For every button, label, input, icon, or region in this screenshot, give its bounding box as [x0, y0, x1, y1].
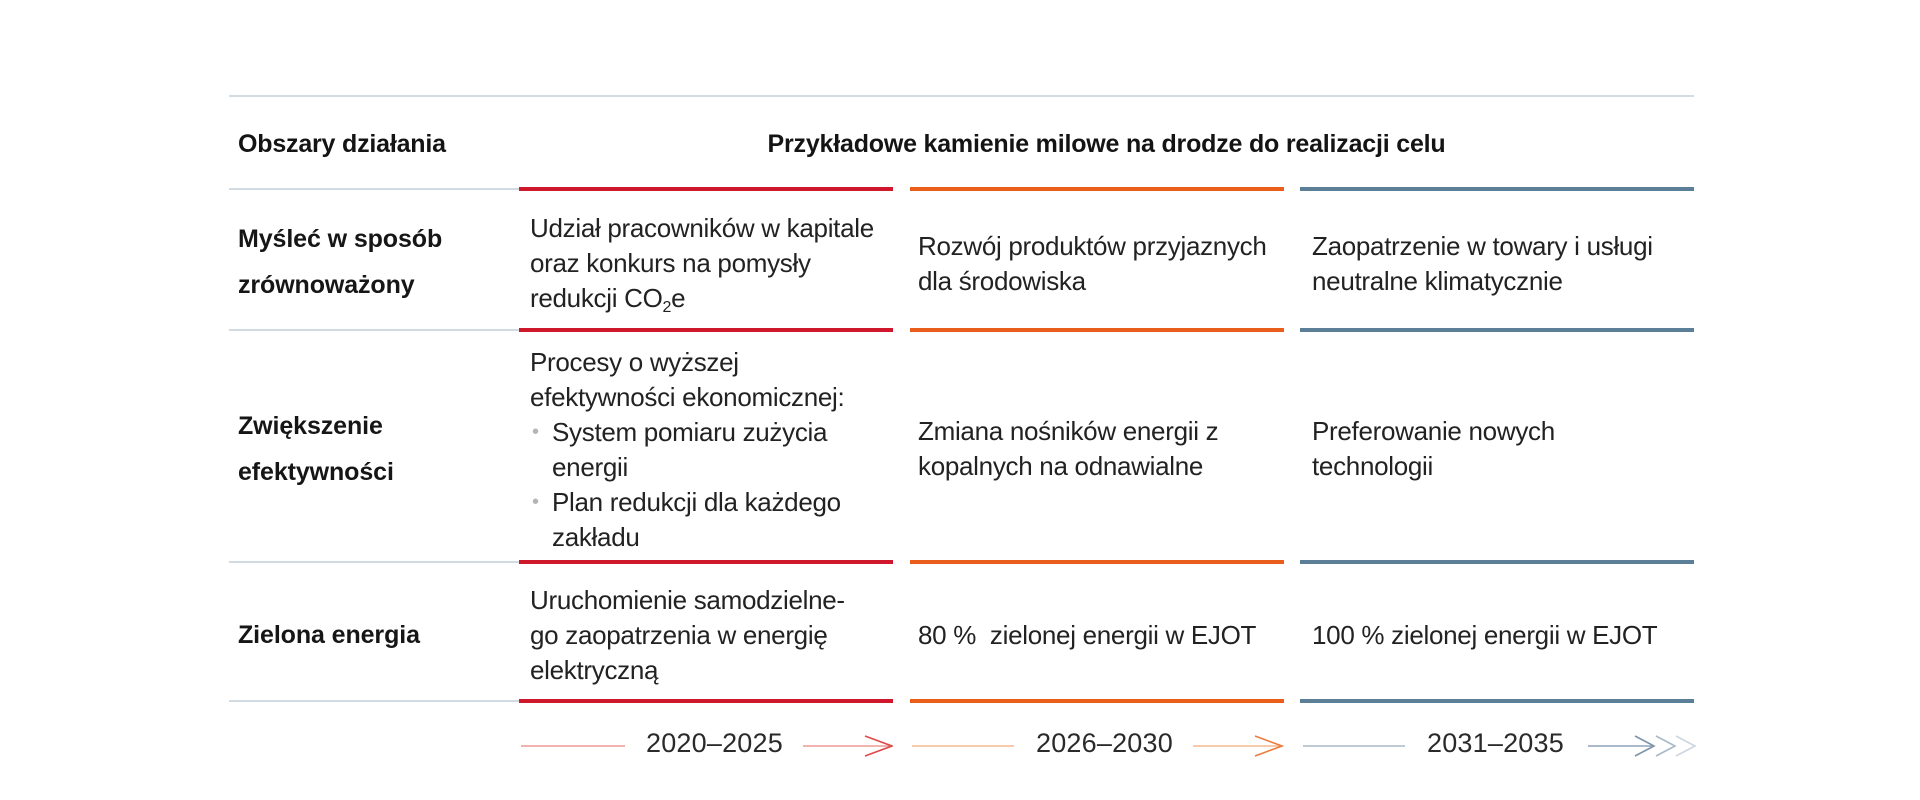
period-leading-line — [1303, 745, 1405, 747]
bullet-item: Plan redukcji dla każdego zakładu — [530, 485, 890, 555]
period3-line-header — [1300, 187, 1694, 191]
period-label: 2026–2030 — [1036, 728, 1173, 758]
milestone-cell: Procesy o wyższej efektywności ekonomicz… — [530, 345, 890, 555]
period-2031-2035: 2031–2035 — [1300, 728, 1700, 764]
period3-line-row3 — [1300, 699, 1694, 703]
period-leading-line — [521, 745, 625, 747]
milestone-cell: 80 % zielonej energii w EJOT — [918, 620, 1257, 650]
period1-line-row2 — [519, 560, 893, 564]
period1-line-row1 — [519, 328, 893, 332]
row-area-label: Myśleć w sposób zrównoważony — [238, 225, 443, 299]
milestone-cell: Zmiana nośników energii z kopalnych na o… — [918, 416, 1219, 481]
period-leading-line — [912, 745, 1014, 747]
period2-line-row1 — [910, 328, 1284, 332]
period3-line-row1 — [1300, 328, 1694, 332]
milestone-cell: Preferowanie nowych technologii — [1312, 416, 1555, 481]
milestone-cell: Zaopatrzenie w towary i usługi neutralne… — [1312, 231, 1653, 296]
period2-line-row2 — [910, 560, 1284, 564]
milestone-cell: Udział pracowników w kapitale oraz konku… — [530, 213, 874, 316]
period-label: 2020–2025 — [646, 728, 783, 758]
row-area-label: Zwiększenie efektywności — [238, 412, 394, 486]
areas-column-header: Obszary działania — [238, 130, 446, 158]
period1-line-row3 — [519, 699, 893, 703]
milestone-cell: 100 % zielonej energii w EJOT — [1312, 620, 1658, 650]
bullet-list: System pomiaru zużycia energii Plan redu… — [530, 415, 890, 555]
table-top-border — [229, 95, 1694, 97]
row1-divider-label-column — [229, 329, 519, 331]
period2-line-row3 — [910, 699, 1284, 703]
period-2026-2030: 2026–2030 — [910, 728, 1284, 764]
period-label: 2031–2035 — [1427, 728, 1564, 758]
period2-line-header — [910, 187, 1284, 191]
milestone-cell: Rozwój produktów przyjaznych dla środowi… — [918, 231, 1267, 296]
row-area-label: Zielona energia — [238, 621, 420, 649]
milestones-column-header: Przykładowe kamienie milowe na drodze do… — [767, 130, 1446, 158]
row2-divider-label-column — [229, 561, 519, 563]
bullet-item: System pomiaru zużycia energii — [530, 415, 890, 485]
header-divider-label-column — [229, 188, 519, 190]
milestone-cell: Uruchomienie samodzielne- go zaopatrzeni… — [530, 585, 845, 685]
row3-divider-label-column — [229, 700, 519, 702]
period1-line-header — [519, 187, 893, 191]
period-2020-2025: 2020–2025 — [519, 728, 893, 764]
period3-line-row2 — [1300, 560, 1694, 564]
